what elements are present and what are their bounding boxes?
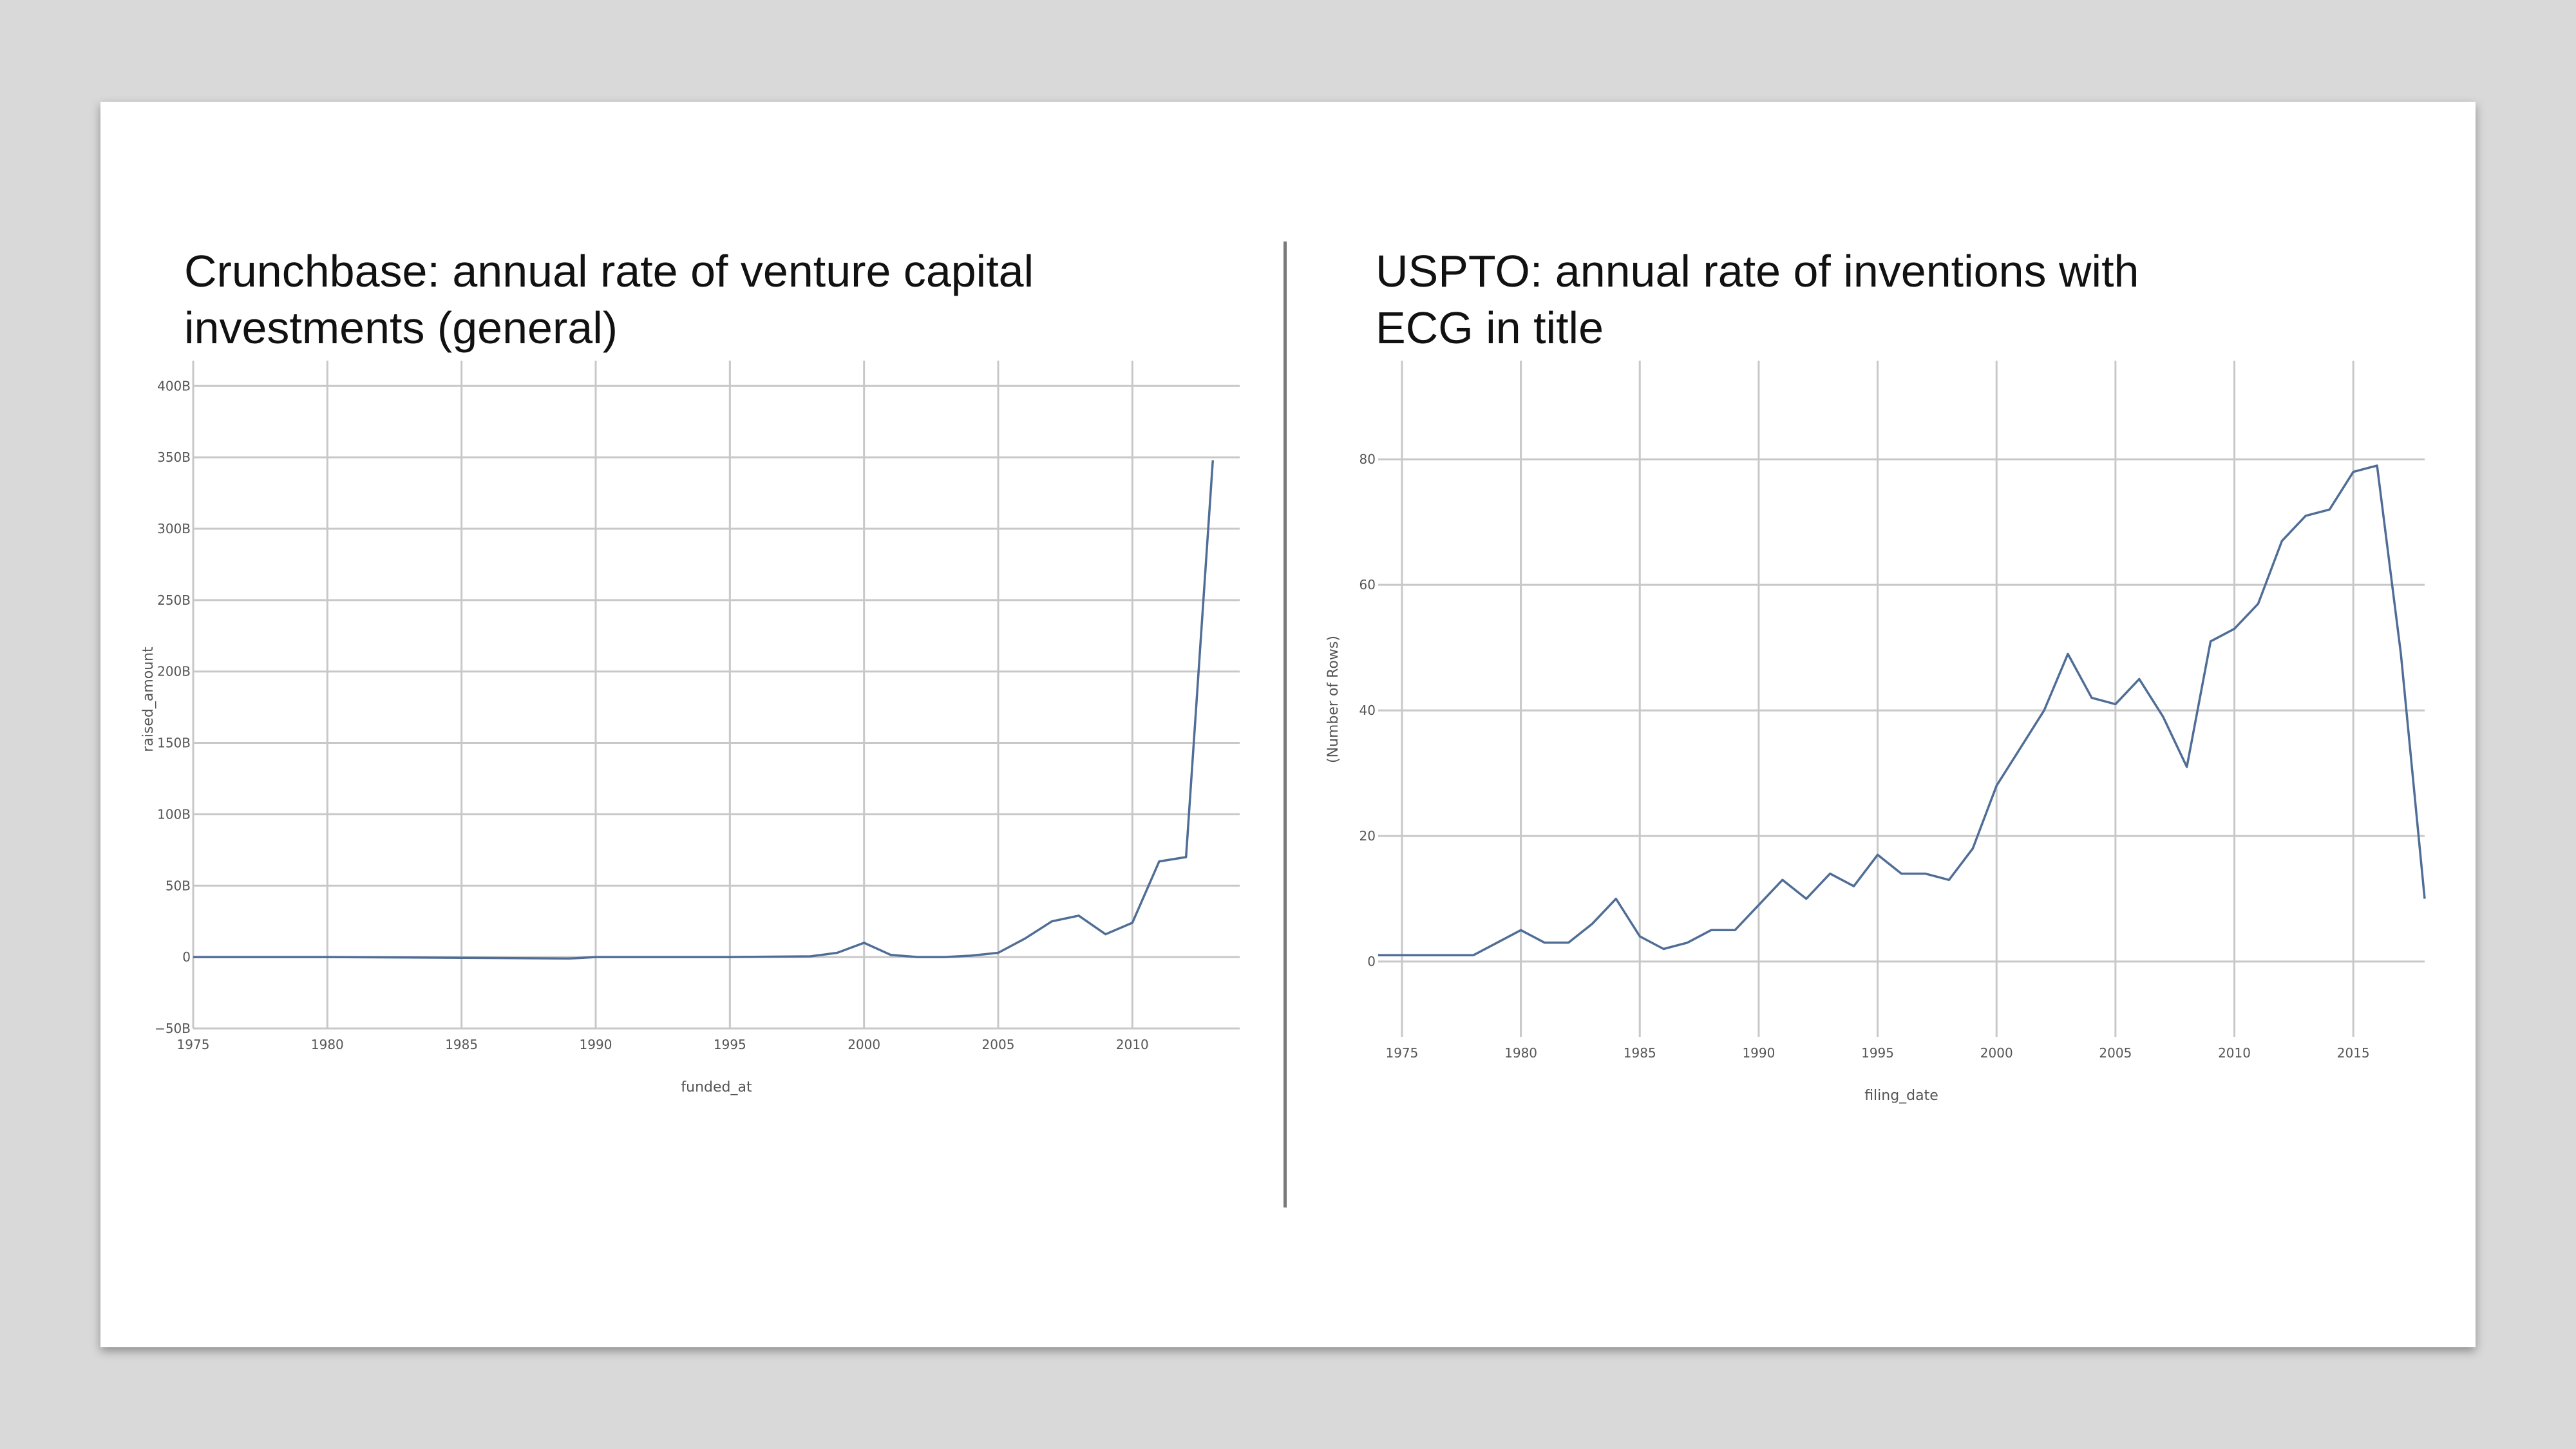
right-y-tick-label: 80 bbox=[1359, 451, 1376, 467]
right-x-tick-label: 2010 bbox=[2218, 1045, 2251, 1061]
right-y-tick-label: 60 bbox=[1359, 577, 1376, 592]
left-x-tick-label: 1975 bbox=[177, 1037, 210, 1052]
right-x-tick-label: 1995 bbox=[1861, 1045, 1894, 1061]
right-x-tick-label: 1990 bbox=[1742, 1045, 1775, 1061]
chart-divider bbox=[1283, 242, 1287, 1208]
left-x-tick-label: 2010 bbox=[1116, 1037, 1149, 1052]
right-y-tick-label: 40 bbox=[1359, 703, 1376, 718]
left-y-tick-label: 400B bbox=[157, 378, 191, 393]
left-x-tick-label: 1990 bbox=[580, 1037, 612, 1052]
left-y-tick-label: 50B bbox=[166, 878, 191, 893]
right-y-tick-label: 20 bbox=[1359, 828, 1376, 844]
left-y-tick-label: 150B bbox=[157, 735, 191, 751]
left-y-tick-label: 0 bbox=[182, 949, 191, 965]
left-series-line bbox=[193, 460, 1215, 960]
right-chart-title: USPTO: annual rate of inventions with EC… bbox=[1376, 246, 2139, 353]
left-y-tick-label: 350B bbox=[157, 450, 191, 465]
left-x-tick-label: 2000 bbox=[848, 1037, 880, 1052]
right-x-tick-label: 2005 bbox=[2099, 1045, 2132, 1061]
right-x-tick-label: 1985 bbox=[1624, 1045, 1656, 1061]
right-x-tick-label: 2015 bbox=[2337, 1045, 2370, 1061]
left-x-axis-title: funded_at bbox=[681, 1079, 752, 1095]
left-x-tick-label: 1995 bbox=[714, 1037, 746, 1052]
right-x-tick-label: 2000 bbox=[1980, 1045, 2013, 1061]
left-x-tick-label: 2005 bbox=[982, 1037, 1015, 1052]
left-y-tick-label: 200B bbox=[157, 664, 191, 679]
left-y-axis-title: raised_amount bbox=[140, 647, 156, 752]
right-y-tick-label: 0 bbox=[1367, 954, 1376, 969]
slide: Crunchbase: annual rate of venture capit… bbox=[100, 102, 2476, 1347]
right-x-axis-title: filing_date bbox=[1864, 1088, 1938, 1104]
right-x-tick-label: 1975 bbox=[1385, 1045, 1418, 1061]
left-y-tick-label: −50B bbox=[155, 1021, 191, 1036]
left-y-tick-label: 100B bbox=[157, 806, 191, 822]
right-x-tick-label: 1980 bbox=[1504, 1045, 1537, 1061]
left-y-tick-label: 300B bbox=[157, 521, 191, 536]
left-x-tick-label: 1980 bbox=[311, 1037, 344, 1052]
right-series-line bbox=[1378, 464, 2426, 957]
left-x-tick-label: 1985 bbox=[445, 1037, 478, 1052]
right-y-axis-title: (Number of Rows) bbox=[1325, 636, 1341, 763]
left-chart-title: Crunchbase: annual rate of venture capit… bbox=[184, 246, 1034, 353]
left-y-tick-label: 250B bbox=[157, 592, 191, 608]
